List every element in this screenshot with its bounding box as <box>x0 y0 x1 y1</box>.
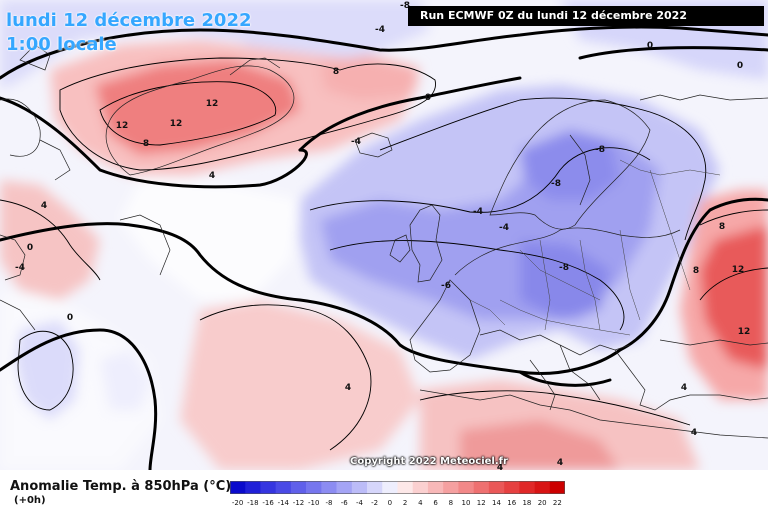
contour-label: 8 <box>719 222 725 232</box>
color-scale-swatch <box>473 481 490 494</box>
color-scale-tick-label: -4 <box>356 499 364 507</box>
contour-label: 12 <box>116 121 129 131</box>
contour-label: 0 <box>647 41 653 51</box>
contour-label: 12 <box>206 99 219 109</box>
color-scale-tick-label: -16 <box>262 499 274 507</box>
color-scale-swatch <box>367 481 383 494</box>
contour-label: 0 <box>27 243 33 253</box>
color-scale-swatch <box>260 481 276 494</box>
contour-label: -4 <box>473 207 483 217</box>
color-scale-tick-label: 10 <box>462 499 471 507</box>
color-scale-swatch <box>230 481 246 494</box>
color-scale-swatch <box>290 481 307 494</box>
color-scale-swatch <box>321 481 337 494</box>
color-scale: -20 -18 -16 -14 -12 -10 -8 -6 -4 -2 0 2 4 6 8 10 12 14 16 1… <box>230 481 565 507</box>
color-scale-tick-label: 2 <box>403 499 407 507</box>
contour-label: 4 <box>209 171 215 181</box>
copyright-notice: Copyright 2022 Meteociel.fr <box>350 456 508 467</box>
color-scale-tick-label: 20 <box>538 499 547 507</box>
contour-label: 4 <box>345 383 351 393</box>
color-scale-swatch <box>382 481 398 494</box>
contour-label: 12 <box>732 265 745 275</box>
map-date-title: lundi 12 décembre 2022 <box>6 10 252 31</box>
color-scale-tick-label: 14 <box>492 499 501 507</box>
color-scale-swatch <box>549 481 565 494</box>
color-scale-tick-label: 0 <box>388 499 392 507</box>
contour-label: -4 <box>15 263 25 273</box>
contour-label: 4 <box>557 458 563 468</box>
contour-label: -6 <box>441 281 451 291</box>
contour-label: 0 <box>425 93 431 103</box>
color-scale-tick-label: 16 <box>507 499 516 507</box>
color-scale-tick-label: 6 <box>433 499 438 507</box>
contour-label: -8 <box>551 179 561 189</box>
color-scale-swatch <box>534 481 551 494</box>
color-scale-swatch <box>351 481 368 494</box>
contour-label: 4 <box>681 383 687 393</box>
legend-panel: Anomalie Temp. à 850hPa (°C) (+0h) -20 -1… <box>0 470 768 512</box>
contour-label: 12 <box>170 119 183 129</box>
color-scale-swatch <box>458 481 474 494</box>
color-scale-swatch <box>443 481 459 494</box>
contour-label: 4 <box>41 201 47 211</box>
color-scale-frame <box>230 481 565 494</box>
anomaly-fill <box>0 0 768 470</box>
contour-label: 8 <box>143 139 149 149</box>
color-scale-swatch <box>488 481 505 494</box>
contour-label: -4 <box>499 223 509 233</box>
contour-label: -8 <box>400 1 410 11</box>
run-info-bar: Run ECMWF 0Z du lundi 12 décembre 2022 <box>408 6 764 26</box>
color-scale-tick-label: -20 <box>232 499 243 507</box>
color-scale-swatch <box>519 481 535 494</box>
color-scale-swatch <box>275 481 292 494</box>
color-scale-tick-label: -2 <box>371 499 378 507</box>
color-scale-swatch <box>336 481 353 494</box>
color-scale-tick-label: -18 <box>247 499 258 507</box>
contour-label: -4 <box>351 137 361 147</box>
color-scale-swatch <box>504 481 520 494</box>
contour-label: 0 <box>67 313 73 323</box>
contour-label: -8 <box>559 263 569 273</box>
legend-subtitle: (+0h) <box>14 495 46 506</box>
color-scale-swatch <box>412 481 429 494</box>
color-scale-swatch <box>427 481 444 494</box>
color-scale-tick-label: -12 <box>293 499 304 507</box>
contour-label: 12 <box>738 327 751 337</box>
color-scale-swatch <box>397 481 414 494</box>
coastlines <box>0 44 768 439</box>
color-scale-swatch <box>306 481 322 494</box>
contour-label: 4 <box>691 428 697 438</box>
zero-anomaly-contours <box>0 25 768 470</box>
color-scale-tick-label: 4 <box>418 499 423 507</box>
color-scale-tick-label: 18 <box>522 499 531 507</box>
contour-label: 8 <box>693 266 699 276</box>
color-scale-tick-label: -8 <box>325 499 332 507</box>
color-scale-swatch <box>245 481 261 494</box>
color-scale-tick-label: -6 <box>341 499 349 507</box>
isoline-contours <box>0 57 768 451</box>
contour-label: -4 <box>375 25 385 35</box>
contour-label: 8 <box>333 67 339 77</box>
color-scale-tick-label: 22 <box>553 499 562 507</box>
color-scale-tick-label: 8 <box>449 499 453 507</box>
color-scale-tick-label: -14 <box>278 499 290 507</box>
color-scale-tick-label: -10 <box>308 499 319 507</box>
contour-label: 0 <box>737 61 743 71</box>
legend-title: Anomalie Temp. à 850hPa (°C) <box>10 479 232 494</box>
contour-label: -8 <box>595 145 605 155</box>
color-scale-tick-label: 12 <box>477 499 486 507</box>
contour-label: 4 <box>497 463 503 470</box>
map-time-title: 1:00 locale <box>6 34 117 55</box>
